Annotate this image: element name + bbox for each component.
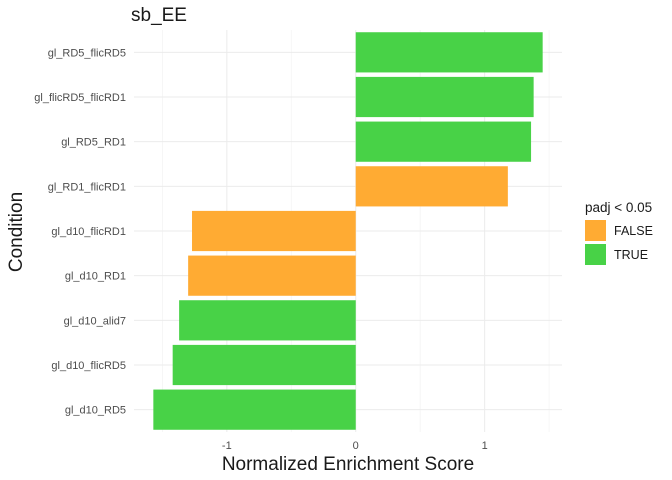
legend-swatch [585,244,606,265]
y-tick-label: gl_RD5_flicRD5 [48,47,126,59]
x-tick-label: 0 [353,440,359,452]
y-tick-label: gl_d10_flicRD5 [51,360,126,372]
x-tick-labels: -1 0 1 [222,440,488,452]
bar-gl_RD5_flicRD5 [355,32,543,73]
bar-gl_d10_flicRD5 [172,344,356,386]
bar-gl_RD5_RD1 [355,121,532,162]
y-tick-label: gl_d10_alid7 [64,315,126,327]
bars [153,32,543,430]
y-tick-label: gl_RD1_flicRD1 [48,181,126,193]
x-tick-label: -1 [222,440,232,452]
y-tick-label: gl_d10_flicRD1 [51,226,126,238]
y-tick-label: gl_RD5_RD1 [61,137,126,149]
legend: padj < 0.05 FALSE TRUE [585,200,653,265]
y-tick-labels: gl_RD5_flicRD5 gl_flicRD5_flicRD1 gl_RD5_R… [34,47,126,416]
legend-label: TRUE [614,248,648,262]
bar-gl_d10_alid7 [179,300,356,341]
legend-title: padj < 0.05 [585,200,652,215]
y-tick-label: gl_d10_RD5 [65,405,126,417]
chart-title: sb_EE [131,5,187,26]
bar-gl_d10_flicRD1 [192,210,356,252]
bar-gl_d10_RD1 [188,255,356,296]
bar-gl_RD1_flicRD1 [355,166,508,207]
y-tick-label: gl_d10_RD1 [65,271,126,283]
legend-swatch [585,220,606,241]
x-axis-title: Normalized Enrichment Score [222,454,474,475]
legend-label: FALSE [614,224,653,238]
y-tick-label: gl_flicRD5_flicRD1 [34,92,126,104]
bar-gl_flicRD5_flicRD1 [355,76,534,118]
y-axis-title: Condition [6,192,27,272]
x-tick-label: 1 [482,440,488,452]
bar-gl_d10_RD5 [153,389,356,430]
